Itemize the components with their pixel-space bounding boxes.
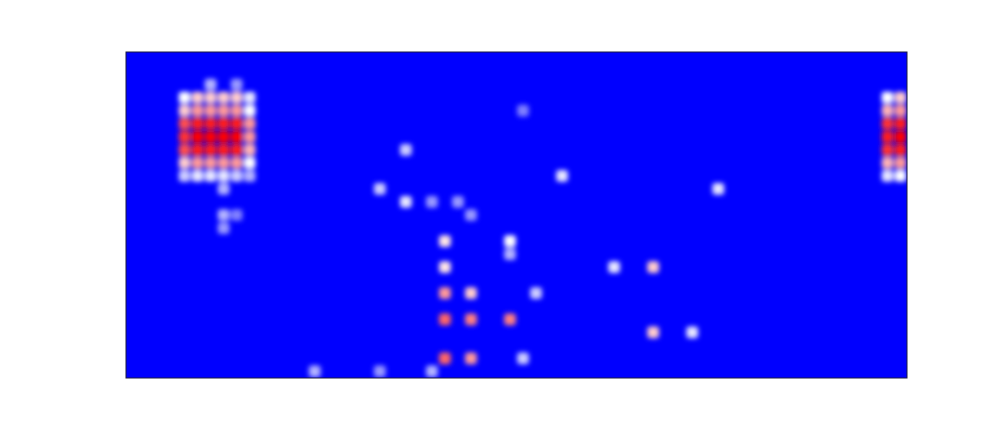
heat-cell (179, 92, 191, 104)
heat-cell (517, 105, 529, 117)
heat-cell (244, 105, 256, 117)
heat-cell (231, 105, 243, 117)
heat-cell (439, 261, 451, 273)
heat-cell (426, 196, 438, 208)
heat-cell (218, 157, 230, 169)
heat-cell (374, 183, 386, 195)
heat-cell (205, 170, 217, 182)
heat-cell (231, 170, 243, 182)
heat-cell (179, 157, 191, 169)
heat-cell (882, 170, 894, 182)
heat-cell (205, 131, 217, 143)
plot-frame (126, 52, 907, 378)
heat-cell (179, 131, 191, 143)
heat-cell (244, 92, 256, 104)
heat-cell (686, 326, 698, 338)
heat-cell (218, 144, 230, 156)
heat-cell (192, 131, 204, 143)
heat-cell (179, 118, 191, 130)
heat-cell (608, 261, 620, 273)
heat-cell (895, 92, 907, 104)
heat-cell (218, 131, 230, 143)
heat-cell (439, 287, 451, 299)
heat-cell (374, 366, 386, 378)
heat-cell (192, 170, 204, 182)
heat-cell (205, 144, 217, 156)
heat-cell (218, 92, 230, 104)
heat-cell (218, 118, 230, 130)
heat-cell (465, 209, 477, 221)
heat-cell (895, 170, 907, 182)
heat-cell (218, 183, 230, 195)
heat-cell (439, 235, 451, 247)
heat-cell (231, 118, 243, 130)
heat-cell (647, 261, 659, 273)
heat-cell (882, 118, 894, 130)
heat-cell (205, 105, 217, 117)
heat-cell (882, 92, 894, 104)
heat-cell (192, 92, 204, 104)
heat-cell (244, 118, 256, 130)
heat-cell (218, 209, 230, 221)
heat-cell (465, 287, 477, 299)
heat-cell (465, 313, 477, 325)
heat-cell (231, 79, 243, 91)
heat-cell (218, 105, 230, 117)
heat-cell (179, 144, 191, 156)
heat-cell (309, 366, 321, 378)
heat-cell (530, 287, 542, 299)
heat-cell (895, 105, 907, 117)
chart-root (0, 0, 1008, 432)
heat-cell (465, 353, 477, 365)
heat-cell (192, 144, 204, 156)
heat-cell (192, 157, 204, 169)
heat-cell (231, 157, 243, 169)
heat-cell (882, 144, 894, 156)
heat-cell (205, 79, 217, 91)
heat-cell (452, 196, 464, 208)
heat-cell (895, 157, 907, 169)
heat-cell (205, 92, 217, 104)
heat-cell (504, 235, 516, 247)
heat-cell (439, 313, 451, 325)
heat-cell (504, 248, 516, 260)
heat-cell (712, 183, 724, 195)
heat-cell (882, 157, 894, 169)
heat-cell (517, 353, 529, 365)
heat-cell (882, 105, 894, 117)
heat-cell (439, 353, 451, 365)
heat-cell (244, 170, 256, 182)
heat-cell (895, 131, 907, 143)
heat-cell (244, 131, 256, 143)
heat-cell (504, 313, 516, 325)
heat-cell (231, 92, 243, 104)
heat-cell (556, 170, 568, 182)
heat-cell (400, 196, 412, 208)
cells-inner (179, 79, 907, 378)
heat-cell (895, 118, 907, 130)
heat-cell (179, 170, 191, 182)
heat-cell (205, 118, 217, 130)
heat-cell (218, 222, 230, 234)
heat-cell (218, 170, 230, 182)
heat-cell (426, 366, 438, 378)
heat-cell (400, 144, 412, 156)
heat-cell (231, 131, 243, 143)
cells (179, 79, 907, 378)
heat-cell (231, 144, 243, 156)
heat-cell (244, 144, 256, 156)
plot-background (126, 52, 907, 378)
heat-cell (882, 131, 894, 143)
heatmap-svg (0, 0, 1008, 432)
heat-cell (192, 118, 204, 130)
heat-cell (231, 209, 243, 221)
heat-cell (179, 105, 191, 117)
heat-cell (192, 105, 204, 117)
heat-cell (895, 144, 907, 156)
heat-cell (244, 157, 256, 169)
heat-cell (205, 157, 217, 169)
heat-cell (647, 326, 659, 338)
